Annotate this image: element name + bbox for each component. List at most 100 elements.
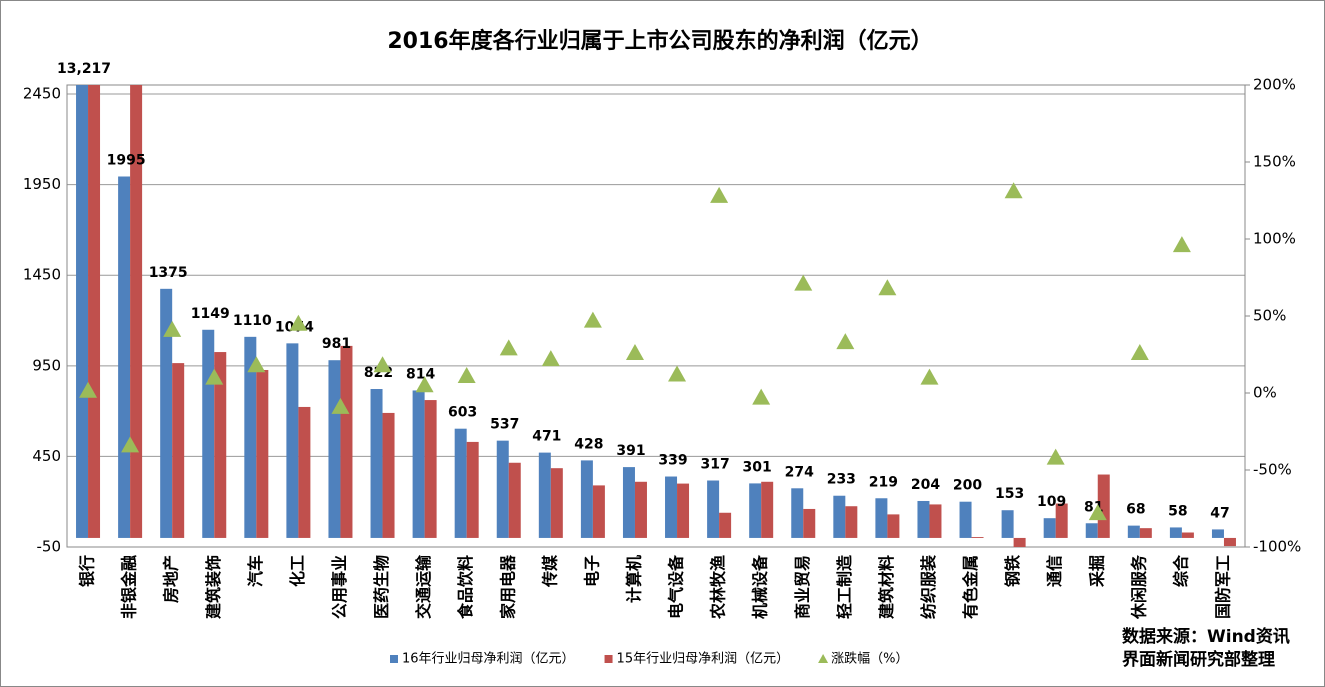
value-label: 1110: [233, 313, 272, 329]
x-tick-label: 建筑装饰: [204, 555, 223, 619]
marker: [836, 333, 855, 350]
bar: [1223, 537, 1236, 547]
marker: [1172, 236, 1191, 253]
value-label: 471: [532, 429, 561, 445]
x-tick-label: 农林牧渔: [709, 555, 728, 620]
bar: [286, 343, 299, 538]
bar: [929, 504, 942, 538]
x-tick-label: 纺织服装: [919, 555, 938, 619]
bar: [88, 85, 101, 538]
value-label: 58: [1168, 503, 1187, 519]
bar: [749, 483, 762, 538]
y-tick-label: -50: [37, 538, 62, 556]
marker: [1088, 504, 1107, 521]
bar: [454, 428, 467, 538]
bar: [1097, 474, 1110, 538]
marker: [794, 274, 813, 291]
bar: [580, 460, 593, 538]
bar: [803, 508, 816, 538]
marker: [499, 339, 518, 356]
y2-tick-label: 50%: [1253, 307, 1286, 325]
marker: [1130, 343, 1149, 360]
x-tick-label: 公用事业: [330, 555, 349, 619]
y2-tick-label: 0%: [1253, 384, 1277, 402]
x-tick-label: 机械设备: [751, 554, 770, 619]
bar: [677, 483, 690, 538]
value-label: 339: [658, 453, 687, 469]
bar: [496, 440, 509, 538]
x-tick-label: 钢铁: [1003, 555, 1022, 587]
value-label: 428: [574, 436, 603, 452]
bar: [1169, 527, 1182, 538]
chart-title: 2016年度各行业归属于上市公司股东的净利润（亿元）: [387, 28, 932, 54]
bar: [917, 500, 930, 538]
bar: [298, 406, 311, 538]
value-label: 13,217: [57, 61, 111, 77]
x-tick-label: 商业贸易: [793, 555, 812, 619]
bar: [1211, 529, 1224, 538]
legend-swatch: [604, 655, 613, 663]
bar: [382, 412, 395, 538]
marker: [247, 356, 266, 373]
value-label: 233: [827, 472, 856, 488]
marker: [121, 436, 140, 453]
marker: [625, 343, 644, 360]
bar: [202, 329, 215, 538]
bar: [665, 476, 678, 538]
x-tick-label: 计算机: [624, 555, 643, 603]
marker: [457, 367, 476, 384]
bar: [833, 495, 846, 538]
value-label: 317: [700, 457, 729, 473]
bar: [761, 481, 774, 538]
x-tick-label: 综合: [1171, 554, 1190, 587]
bar: [634, 481, 647, 538]
x-tick-label: 化工: [288, 555, 307, 587]
bar: [160, 288, 173, 538]
bar: [1085, 523, 1098, 538]
value-label: 274: [785, 464, 814, 480]
bar: [791, 488, 804, 538]
bar: [244, 336, 257, 538]
bar: [707, 480, 720, 538]
y2-tick-label: 150%: [1253, 153, 1296, 171]
x-tick-label: 有色金属: [961, 555, 980, 619]
value-label: 537: [490, 417, 519, 433]
bar: [508, 462, 521, 538]
x-tick-label: 家用电器: [498, 554, 517, 619]
legend-label: 涨跌幅（%）: [831, 651, 908, 667]
marker: [331, 397, 350, 414]
value-label: 68: [1126, 502, 1145, 518]
annotation: 界面新闻研究部整理: [1122, 649, 1275, 670]
bar: [592, 485, 605, 538]
y-tick-label: 450: [32, 447, 61, 465]
marker: [583, 311, 602, 328]
y2-tick-label: -100%: [1253, 538, 1301, 556]
bar: [424, 400, 437, 538]
value-label: 814: [406, 366, 435, 382]
bar: [971, 537, 984, 538]
bar: [538, 452, 551, 538]
value-label: 219: [869, 474, 898, 490]
marker: [1046, 448, 1065, 465]
value-label: 204: [911, 477, 940, 493]
x-tick-label: 传媒: [540, 554, 559, 588]
marker: [205, 368, 224, 385]
x-tick-label: 汽车: [246, 555, 265, 587]
x-tick-label: 采掘: [1087, 555, 1106, 588]
legend-label: 15年行业归母净利润（亿元）: [617, 652, 790, 667]
bar: [550, 468, 563, 538]
bar: [1043, 518, 1056, 538]
bar: [172, 363, 185, 538]
marker: [920, 368, 939, 385]
value-label: 109: [1037, 494, 1066, 510]
legend-swatch: [390, 655, 398, 663]
x-tick-label: 房地产: [162, 555, 181, 603]
bar: [1013, 537, 1026, 547]
x-tick-label: 建筑材料: [877, 555, 896, 619]
value-label: 1375: [149, 265, 188, 281]
bar: [118, 176, 131, 538]
marker: [710, 186, 729, 203]
value-label: 301: [743, 459, 772, 475]
bar: [1139, 528, 1152, 538]
bar: [622, 467, 635, 538]
